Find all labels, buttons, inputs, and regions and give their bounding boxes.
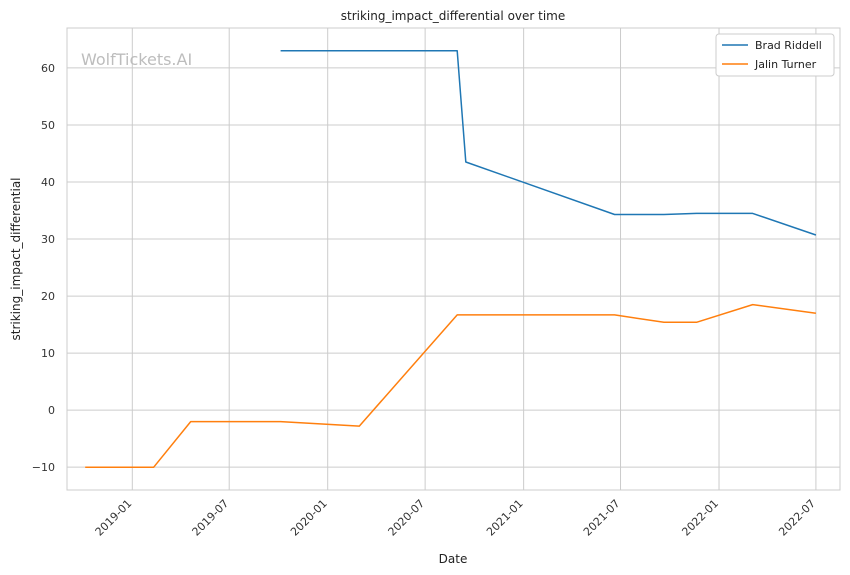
x-axis-label: Date <box>439 552 468 566</box>
legend-label-brad-riddell: Brad Riddell <box>755 39 822 52</box>
y-tick-label: 50 <box>41 119 55 132</box>
y-tick-label: 0 <box>48 404 55 417</box>
plot-frame <box>66 27 841 491</box>
watermark: WolfTickets.AI <box>81 50 192 69</box>
series-line-brad-riddell <box>280 50 817 236</box>
chart-title: striking_impact_differential over time <box>341 9 566 23</box>
legend-label-jalin-turner: Jalin Turner <box>754 58 817 71</box>
grid-layer <box>67 28 840 490</box>
series-line-jalin-turner <box>85 303 817 468</box>
y-tick-label: 20 <box>41 290 55 303</box>
y-tick-label: −10 <box>32 461 55 474</box>
y-axis-label: striking_impact_differential <box>9 177 23 340</box>
y-tick-label: 40 <box>41 176 55 189</box>
series-layer <box>85 50 817 468</box>
y-tick-label: 60 <box>41 62 55 75</box>
y-tick-label: 10 <box>41 347 55 360</box>
legend: Brad Riddell Jalin Turner <box>715 33 835 77</box>
y-tick-labels: −10 0 10 20 30 40 50 60 <box>32 62 55 474</box>
y-tick-label: 30 <box>41 233 55 246</box>
